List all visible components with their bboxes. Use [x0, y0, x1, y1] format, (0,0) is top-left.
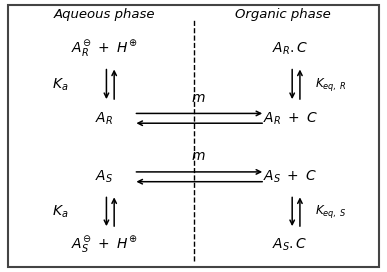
- Text: $K_{eq,\ R}$: $K_{eq,\ R}$: [315, 76, 347, 93]
- Text: $K_a$: $K_a$: [52, 203, 68, 220]
- Text: $A_S^{\ominus}$$\ +\ H^{\oplus}$: $A_S^{\ominus}$$\ +\ H^{\oplus}$: [71, 234, 138, 255]
- Text: $K_{eq,\ S}$: $K_{eq,\ S}$: [315, 203, 347, 220]
- Text: $m$: $m$: [191, 91, 205, 105]
- Text: $A_S.C$: $A_S.C$: [272, 237, 308, 253]
- Text: $A_S$: $A_S$: [96, 169, 113, 185]
- Text: $A_R.C$: $A_R.C$: [272, 41, 308, 57]
- Text: $A_R\ +\ C$: $A_R\ +\ C$: [263, 110, 318, 126]
- Text: $A_S\ +\ C$: $A_S\ +\ C$: [263, 169, 317, 185]
- Text: Aqueous phase: Aqueous phase: [54, 8, 155, 21]
- FancyBboxPatch shape: [8, 5, 379, 267]
- Text: Organic phase: Organic phase: [235, 8, 330, 21]
- Text: $A_R^{\ominus}$$\ +\ H^{\oplus}$: $A_R^{\ominus}$$\ +\ H^{\oplus}$: [71, 39, 138, 59]
- Text: $m$: $m$: [191, 149, 205, 163]
- Text: $K_a$: $K_a$: [52, 76, 68, 92]
- Text: $A_R$: $A_R$: [96, 110, 113, 126]
